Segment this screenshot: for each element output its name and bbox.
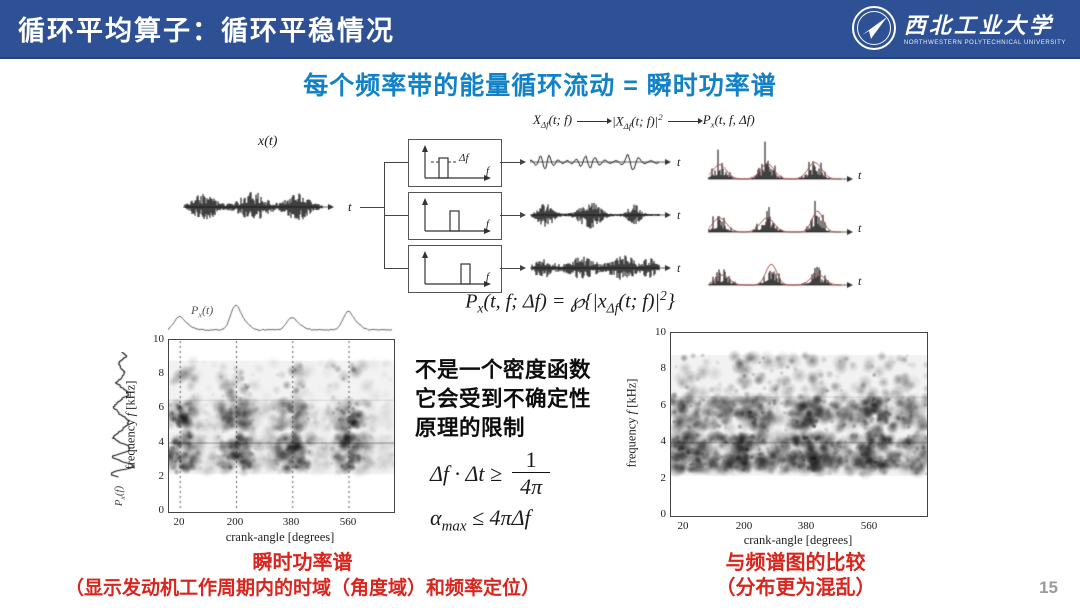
- t-axis-label: t: [677, 261, 681, 275]
- y-tick-label: 4: [660, 435, 667, 447]
- marginal-left-label: Px(f): [112, 485, 128, 507]
- power-spectrum-plot-3: [706, 245, 854, 291]
- main-formula: Px(t, f; Δf) = ℘{|xΔf(t; f)|2}: [465, 288, 675, 316]
- x-tick-label: 560: [339, 516, 357, 528]
- x-tick-label: 380: [797, 520, 815, 532]
- pipeline-label-1: XΔf(t; f): [533, 112, 573, 130]
- t-axis-label: t: [348, 199, 352, 214]
- spectrogram-heatmap: [670, 332, 928, 517]
- logo-cn-text: 西北工业大学: [903, 13, 1054, 38]
- marginal-time-curve: [168, 302, 393, 336]
- page-title: 循环平均算子：循环平稳情况: [18, 16, 395, 46]
- delta-f-label: Δf: [459, 152, 469, 164]
- t-axis-label: t: [677, 208, 681, 222]
- pipeline-label-2: |XΔf(t; f)|2: [612, 112, 663, 131]
- x-tick-label: 200: [226, 516, 244, 528]
- arrow-right-icon: [520, 211, 526, 218]
- y-axis-label: frequency f [kHz]: [624, 378, 639, 468]
- y-tick-label: 0: [158, 504, 165, 516]
- arrow-right-icon: [577, 118, 613, 124]
- x-tick-label: 20: [677, 520, 689, 532]
- logo-en-text: NORTHWESTERN POLYTECHNICAL UNIVERSITY: [903, 40, 1066, 46]
- x-tick-label: 380: [282, 516, 300, 528]
- x-tick-label: 560: [860, 520, 878, 532]
- f-axis-label: f: [486, 165, 490, 177]
- y-tick-label: 10: [153, 333, 164, 345]
- arrow-right-icon: [520, 158, 526, 165]
- f-axis-label: f: [486, 271, 490, 283]
- bandpass-filter-box-2: f: [408, 192, 502, 240]
- bandpass-filter-box-3: f: [408, 245, 502, 293]
- note-text: 不是一个密度函数 它会受到不确定性 原理的限制: [415, 358, 592, 440]
- npu-emblem-icon: [851, 5, 897, 56]
- header-bar: 循环平均算子：循环平稳情况 西北工业大学 NORTHWESTERN POLYTE…: [0, 0, 1080, 59]
- y-tick-label: 2: [660, 472, 667, 484]
- arrow-right-icon: [520, 264, 526, 271]
- filtered-signal-plot-1: [530, 141, 672, 183]
- x-axis-label: crank-angle [degrees]: [225, 530, 335, 544]
- y-tick-label: 4: [158, 436, 165, 448]
- x-tick-label: 200: [735, 520, 753, 532]
- arrow-right-icon: [667, 118, 703, 124]
- marginal-frequency-curve: [103, 352, 137, 478]
- connector-line: [384, 215, 408, 216]
- input-waveform-plot: [183, 186, 335, 228]
- pipeline-label-3: Px(t, f, Δf): [702, 112, 755, 130]
- y-tick-label: 8: [158, 367, 165, 379]
- page-number: 15: [1039, 578, 1058, 597]
- y-tick-label: 6: [158, 401, 165, 413]
- t-axis-label: t: [858, 274, 862, 288]
- pipeline-labels: XΔf(t; f) |XΔf(t; f)|2 Px(t, f, Δf): [533, 112, 755, 131]
- university-logo: 西北工业大学 NORTHWESTERN POLYTECHNICAL UNIVER…: [851, 5, 1066, 56]
- connector-line: [500, 162, 520, 163]
- y-axis-label: frequency f [kHz]: [123, 380, 138, 470]
- x-axis-label: crank-angle [degrees]: [743, 533, 853, 547]
- y-tick-label: 0: [660, 508, 667, 520]
- bandpass-filter-box-1: Δf f: [408, 139, 502, 187]
- filtered-signal-plot-3: [530, 247, 672, 289]
- power-spectrum-plot-1: [706, 139, 854, 185]
- y-tick-label: 2: [158, 470, 165, 482]
- y-tick-label: 10: [655, 326, 666, 338]
- alpha-max-formula: αmax ≤ 4πΔf: [430, 505, 531, 535]
- x-tick-label: 20: [173, 516, 185, 528]
- connector-line: [360, 207, 384, 208]
- connector-line: [384, 268, 408, 269]
- input-signal-label: x(t): [258, 134, 278, 149]
- t-axis-label: t: [858, 168, 862, 182]
- y-tick-label: 6: [660, 399, 667, 411]
- uncertainty-formula: Δf · Δt ≥ 1 4π: [430, 447, 551, 501]
- slide-subtitle: 每个频率带的能量循环流动 = 瞬时功率谱: [303, 72, 777, 100]
- f-axis-label: f: [486, 218, 490, 230]
- t-axis-label: t: [677, 155, 681, 169]
- filtered-signal-plot-2: [530, 194, 672, 236]
- t-axis-label: t: [858, 221, 862, 235]
- right-caption: 与频谱图的比较 （分布更为混乱）: [715, 552, 876, 599]
- left-caption: 瞬时功率谱 （显示发动机工作周期内的时域（角度域）和频率定位）: [64, 552, 540, 599]
- connector-line: [500, 268, 520, 269]
- power-spectrum-plot-2: [706, 192, 854, 238]
- instantaneous-power-spectrum-heatmap: [168, 339, 395, 513]
- y-tick-label: 8: [660, 362, 667, 374]
- connector-line: [384, 162, 408, 163]
- connector-line: [500, 215, 520, 216]
